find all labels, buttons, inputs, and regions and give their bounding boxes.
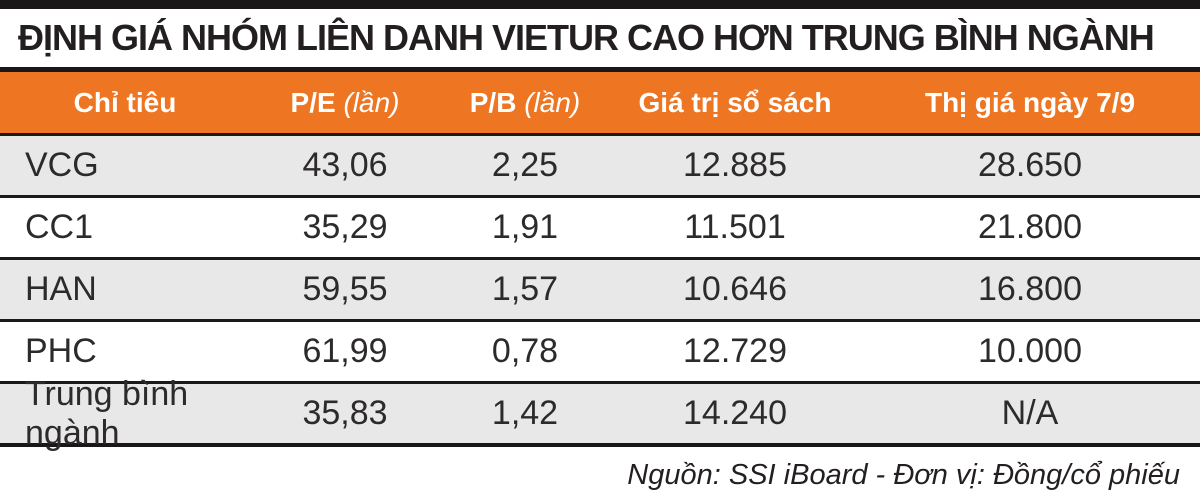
column-header-market-price: Thị giá ngày 7/9 bbox=[860, 87, 1200, 119]
ticker-label: HAN bbox=[25, 270, 97, 308]
book-value: 12.729 bbox=[683, 332, 787, 370]
column-header-label: Chỉ tiêu bbox=[73, 86, 177, 118]
table-header-row: Chỉ tiêu P/E (lần) P/B (lần) Giá trị sổ … bbox=[0, 72, 1200, 136]
pe-value: 35,83 bbox=[302, 394, 388, 432]
column-header-chi-tieu: Chỉ tiêu bbox=[0, 87, 250, 119]
pb-value: 0,78 bbox=[491, 332, 559, 370]
column-header-pe: P/E (lần) bbox=[250, 87, 440, 119]
table-row-cc1: CC1 35,29 1,91 11.501 21.800 bbox=[0, 198, 1200, 260]
ticker-label: VCG bbox=[25, 146, 99, 184]
column-header-label: Thị giá ngày 7/9 bbox=[924, 86, 1136, 118]
pb-value: 2,25 bbox=[491, 146, 559, 184]
market-price-value: 21.800 bbox=[978, 208, 1082, 246]
ticker-label: CC1 bbox=[25, 208, 94, 246]
book-value: 12.885 bbox=[683, 146, 787, 184]
table-row-phc: PHC 61,99 0,78 12.729 10.000 bbox=[0, 322, 1200, 384]
market-price-value: 10.000 bbox=[978, 332, 1082, 370]
book-value: 11.501 bbox=[684, 208, 786, 246]
pe-value: 61,99 bbox=[302, 332, 388, 370]
column-header-unit: (lần) bbox=[516, 86, 581, 118]
column-header-pb: P/B (lần) bbox=[440, 87, 610, 119]
pe-value: 35,29 bbox=[302, 208, 388, 246]
pb-value: 1,91 bbox=[491, 208, 559, 246]
table-row-industry-average: Trung bình ngành 35,83 1,42 14.240 N/A bbox=[0, 375, 1200, 452]
market-price-value: 28.650 bbox=[978, 146, 1082, 184]
figure-title: ĐỊNH GIÁ NHÓM LIÊN DANH VIETUR CAO HƠN T… bbox=[0, 9, 1200, 72]
pe-value: 43,06 bbox=[302, 146, 388, 184]
source-note: Nguồn: SSI iBoard - Đơn vị: Đồng/cổ phiế… bbox=[627, 459, 1180, 491]
market-price-value: 16.800 bbox=[978, 270, 1082, 308]
ticker-label: PHC bbox=[25, 332, 97, 370]
column-header-label: Giá trị sổ sách bbox=[638, 86, 832, 118]
book-value: 14.240 bbox=[683, 394, 787, 432]
valuation-table: Chỉ tiêu P/E (lần) P/B (lần) Giá trị sổ … bbox=[0, 72, 1200, 452]
pb-value: 1,57 bbox=[491, 270, 559, 308]
table-row-vcg: VCG 43,06 2,25 12.885 28.650 bbox=[0, 136, 1200, 198]
ticker-label: Trung bình ngành bbox=[25, 374, 189, 452]
column-header-book-value: Giá trị sổ sách bbox=[610, 87, 860, 119]
market-price-value: N/A bbox=[1001, 394, 1059, 432]
top-accent-bar bbox=[0, 0, 1200, 9]
column-header-label: P/E bbox=[290, 86, 336, 118]
pe-value: 59,55 bbox=[302, 270, 388, 308]
book-value: 10.646 bbox=[683, 270, 787, 308]
column-header-unit: (lần) bbox=[335, 86, 400, 118]
column-header-label: P/B bbox=[469, 86, 517, 118]
table-row-han: HAN 59,55 1,57 10.646 16.800 bbox=[0, 260, 1200, 322]
pb-value: 1,42 bbox=[491, 394, 559, 432]
